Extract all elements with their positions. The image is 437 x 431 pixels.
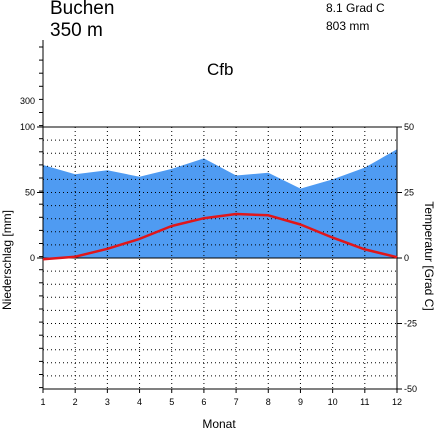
temperature-line [42,212,398,261]
y-right-tick-label: 0 [404,253,409,263]
x-tick-label: 9 [298,397,303,407]
x-tick-label: 11 [360,397,369,407]
y-right-tick-label: -50 [404,384,417,394]
y-left-tick-label: 50 [25,188,35,198]
y-left-tick-label: 100 [20,122,35,132]
x-tick-label: 12 [392,397,402,407]
x-tick-label: 6 [201,397,206,407]
x-tick-label: 8 [266,397,271,407]
x-tick-label: 5 [169,397,174,407]
station-name: Buchen [50,0,115,19]
mean-temperature: 8.1 Grad C [326,1,385,15]
y-left-tick-label: 300 [20,96,35,106]
x-tick-label: 3 [105,397,110,407]
annual-precipitation: 803 mm [326,19,370,33]
precipitation-area [43,149,397,258]
climate-classification: Cfb [207,60,234,79]
y-right-tick-label: 25 [404,188,414,198]
y-left-tick-label: 0 [30,253,35,263]
x-axis-label: Monat [202,417,236,431]
y-right-tick-label: -25 [404,319,417,329]
x-tick-label: 1 [40,397,45,407]
x-tick-label: 4 [137,397,142,407]
station-elevation: 350 m [50,20,103,41]
x-tick-label: 10 [328,397,338,407]
x-tick-label: 7 [234,397,239,407]
y-right-tick-label: 50 [404,122,414,132]
x-tick-label: 2 [73,397,78,407]
